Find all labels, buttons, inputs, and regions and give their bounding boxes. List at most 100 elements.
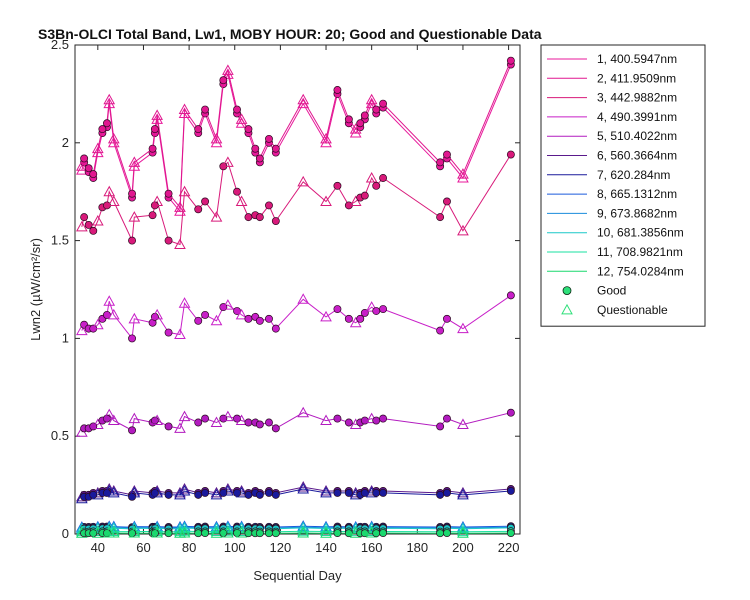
good-point (379, 174, 388, 182)
legend-marker-questionable (561, 303, 573, 315)
questionable-point (178, 410, 191, 422)
legend-label: 5, 510.4022nm (597, 129, 677, 143)
questionable-point (75, 160, 88, 171)
legend-label: Questionable (597, 303, 668, 317)
questionable-point (320, 525, 332, 536)
y-axis-label: Lwn2 (µW/cm²/sr) (28, 238, 43, 341)
questionable-point (107, 522, 120, 533)
good-point (255, 490, 264, 499)
good-point (201, 529, 210, 537)
questionable-point (222, 482, 234, 494)
questionable-point (457, 525, 469, 537)
x-tick-label: 140 (315, 540, 337, 555)
questionable-point (349, 316, 362, 328)
legend-label: 2, 411.9509nm (597, 71, 676, 85)
questionable-point (235, 522, 248, 533)
questionable-point (297, 481, 310, 492)
good-point (128, 426, 137, 435)
good-point (164, 189, 173, 198)
good-point (148, 144, 157, 153)
good-point (89, 170, 98, 179)
good-point (201, 197, 210, 206)
questionable-point (210, 525, 223, 536)
x-tick-label: 120 (270, 540, 292, 555)
good-point (436, 158, 445, 167)
good-point (148, 211, 157, 220)
y-tick-label: 0 (62, 526, 69, 541)
legend-label: 7, 620.284nm (597, 168, 670, 182)
good-point (333, 86, 342, 94)
good-point (360, 191, 369, 200)
good-point (244, 314, 253, 323)
questionable-point (210, 132, 223, 144)
y-tick-label: 1 (62, 330, 69, 345)
good-point (265, 529, 273, 538)
questionable-point (457, 171, 469, 183)
good-point (372, 529, 381, 538)
legend-label: 11, 708.9821nm (597, 245, 683, 259)
good-point (244, 418, 253, 427)
questionable-point (365, 301, 378, 312)
questionable-point (457, 168, 469, 179)
good-point (506, 529, 515, 537)
x-tick-label: 100 (224, 540, 246, 555)
good-point (271, 490, 280, 499)
questionable-point (210, 488, 223, 500)
legend-label: 9, 673.8682nm (597, 206, 677, 220)
good-point (265, 134, 273, 143)
questionable-point (178, 482, 191, 494)
questionable-point (457, 418, 469, 429)
good-point (372, 105, 381, 114)
good-point (344, 418, 353, 427)
questionable-point (103, 408, 116, 420)
x-tick-label: 40 (91, 540, 105, 555)
questionable-point (128, 486, 141, 498)
good-point (194, 490, 203, 499)
good-point (265, 488, 273, 497)
questionable-point (297, 293, 310, 304)
good-point (150, 125, 159, 134)
questionable-point (151, 526, 164, 538)
good-point (128, 334, 137, 343)
questionable-point (174, 238, 186, 250)
good-point (201, 310, 210, 319)
good-point (506, 487, 515, 495)
questionable-point (151, 486, 164, 498)
good-point (372, 181, 381, 190)
legend-box (540, 44, 706, 327)
questionable-point (151, 109, 164, 120)
good-point (255, 213, 264, 222)
questionable-point (107, 414, 120, 426)
good-point (379, 488, 388, 497)
plot-area: 40 60 80 100 120 140 160 180 200 220 0 0.5 1 1.5 2 2.5 (51, 37, 521, 555)
good-point (201, 105, 210, 114)
good-point (271, 324, 280, 333)
good-point (372, 416, 381, 425)
good-point (436, 490, 445, 499)
questionable-point (222, 299, 234, 310)
questionable-point (128, 412, 141, 424)
x-tick-label: 160 (361, 540, 383, 555)
questionable-point (222, 68, 234, 79)
good-point (443, 529, 451, 537)
good-point (84, 221, 93, 229)
questionable-point (320, 484, 332, 496)
questionable-point (107, 486, 120, 498)
questionable-point (103, 93, 116, 105)
good-point (164, 236, 173, 245)
questionable-point (320, 195, 332, 206)
good-point (164, 328, 173, 337)
good-point (80, 213, 89, 222)
questionable-point (91, 146, 104, 158)
questionable-point (91, 418, 104, 429)
questionable-point (457, 527, 469, 538)
good-point (244, 213, 253, 222)
questionable-point (174, 422, 186, 433)
legend-label: 10, 681.3856nm (597, 226, 684, 240)
good-point (265, 418, 273, 427)
good-point (98, 125, 107, 134)
x-tick-label: 60 (136, 540, 150, 555)
x-axis-label: Sequential Day (253, 568, 342, 583)
series-7 (75, 482, 515, 504)
